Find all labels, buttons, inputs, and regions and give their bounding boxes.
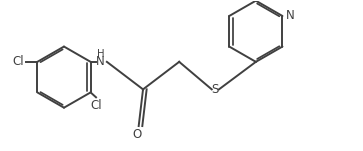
- Text: H: H: [97, 49, 104, 59]
- Text: Cl: Cl: [90, 99, 102, 112]
- Text: O: O: [132, 128, 142, 141]
- Text: Cl: Cl: [12, 55, 24, 68]
- Text: N: N: [286, 10, 295, 22]
- Text: N: N: [96, 55, 105, 68]
- Text: S: S: [212, 83, 219, 96]
